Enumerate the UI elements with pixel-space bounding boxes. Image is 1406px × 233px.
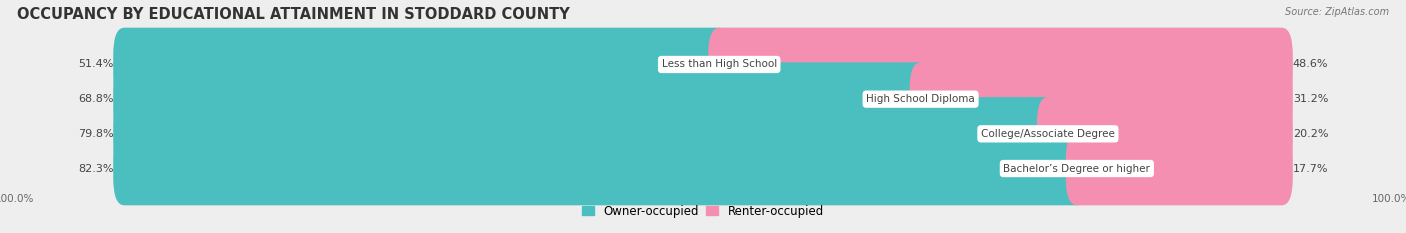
Text: 82.3%: 82.3% bbox=[77, 164, 114, 174]
Text: High School Diploma: High School Diploma bbox=[866, 94, 974, 104]
Legend: Owner-occupied, Renter-occupied: Owner-occupied, Renter-occupied bbox=[582, 205, 824, 218]
FancyBboxPatch shape bbox=[910, 62, 1292, 136]
Text: 68.8%: 68.8% bbox=[77, 94, 114, 104]
Text: 20.2%: 20.2% bbox=[1292, 129, 1329, 139]
Text: OCCUPANCY BY EDUCATIONAL ATTAINMENT IN STODDARD COUNTY: OCCUPANCY BY EDUCATIONAL ATTAINMENT IN S… bbox=[17, 7, 569, 22]
Text: College/Associate Degree: College/Associate Degree bbox=[981, 129, 1115, 139]
Text: 48.6%: 48.6% bbox=[1292, 59, 1329, 69]
FancyBboxPatch shape bbox=[709, 28, 1292, 101]
FancyBboxPatch shape bbox=[114, 132, 1292, 205]
FancyBboxPatch shape bbox=[114, 97, 1059, 171]
FancyBboxPatch shape bbox=[114, 28, 730, 101]
FancyBboxPatch shape bbox=[1066, 132, 1292, 205]
Text: Source: ZipAtlas.com: Source: ZipAtlas.com bbox=[1285, 7, 1389, 17]
Text: 17.7%: 17.7% bbox=[1292, 164, 1329, 174]
FancyBboxPatch shape bbox=[1036, 97, 1292, 171]
FancyBboxPatch shape bbox=[114, 62, 932, 136]
Text: Less than High School: Less than High School bbox=[662, 59, 778, 69]
FancyBboxPatch shape bbox=[114, 62, 1292, 136]
FancyBboxPatch shape bbox=[114, 97, 1292, 171]
Text: 79.8%: 79.8% bbox=[77, 129, 114, 139]
FancyBboxPatch shape bbox=[114, 132, 1088, 205]
Text: Bachelor’s Degree or higher: Bachelor’s Degree or higher bbox=[1004, 164, 1150, 174]
FancyBboxPatch shape bbox=[114, 28, 1292, 101]
Text: 51.4%: 51.4% bbox=[77, 59, 114, 69]
Text: 31.2%: 31.2% bbox=[1292, 94, 1329, 104]
